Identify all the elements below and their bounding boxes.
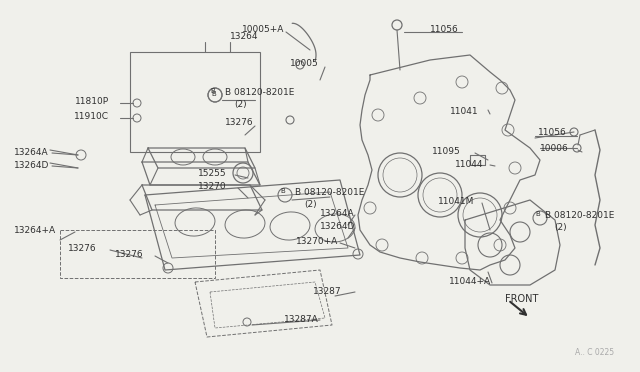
Text: (2): (2) xyxy=(304,200,317,209)
Text: A.. C 0225: A.. C 0225 xyxy=(575,348,614,357)
Text: 11044: 11044 xyxy=(455,160,483,169)
Text: 10005: 10005 xyxy=(290,59,319,68)
Text: FRONT: FRONT xyxy=(505,294,538,304)
Text: 13264+A: 13264+A xyxy=(14,226,56,235)
Text: 13264A: 13264A xyxy=(14,148,49,157)
Text: (2): (2) xyxy=(234,100,246,109)
Text: B: B xyxy=(535,211,540,217)
Text: 11056: 11056 xyxy=(538,128,567,137)
Text: 10005+A: 10005+A xyxy=(242,25,284,34)
Text: 13270+A: 13270+A xyxy=(296,237,339,246)
Text: 13264A: 13264A xyxy=(320,209,355,218)
Text: 13287: 13287 xyxy=(313,287,342,296)
Bar xyxy=(60,230,215,278)
Bar xyxy=(130,52,260,152)
Text: B: B xyxy=(280,188,285,194)
Text: 13264: 13264 xyxy=(230,32,259,41)
Text: (2): (2) xyxy=(554,223,566,232)
Text: B 08120-8201E: B 08120-8201E xyxy=(225,88,294,97)
Text: 13287A: 13287A xyxy=(284,315,319,324)
Text: 11044+A: 11044+A xyxy=(449,277,491,286)
Text: 10006: 10006 xyxy=(540,144,569,153)
Text: 13270: 13270 xyxy=(198,182,227,191)
Text: 13264D: 13264D xyxy=(14,161,49,170)
Text: 15255: 15255 xyxy=(198,169,227,178)
Text: 11041M: 11041M xyxy=(438,197,474,206)
Text: 13264D: 13264D xyxy=(320,222,355,231)
Text: B: B xyxy=(211,91,216,97)
Text: 11810P: 11810P xyxy=(75,97,109,106)
Text: B: B xyxy=(210,88,215,94)
Text: 11056: 11056 xyxy=(430,25,459,34)
Text: 11095: 11095 xyxy=(432,147,461,156)
Text: 11910C: 11910C xyxy=(74,112,109,121)
Text: B 08120-8201E: B 08120-8201E xyxy=(295,188,364,197)
Text: 13276: 13276 xyxy=(225,118,253,127)
Text: 13276: 13276 xyxy=(115,250,143,259)
Text: 13276: 13276 xyxy=(68,244,97,253)
Text: B 08120-8201E: B 08120-8201E xyxy=(545,211,614,220)
Text: 11041: 11041 xyxy=(450,107,479,116)
